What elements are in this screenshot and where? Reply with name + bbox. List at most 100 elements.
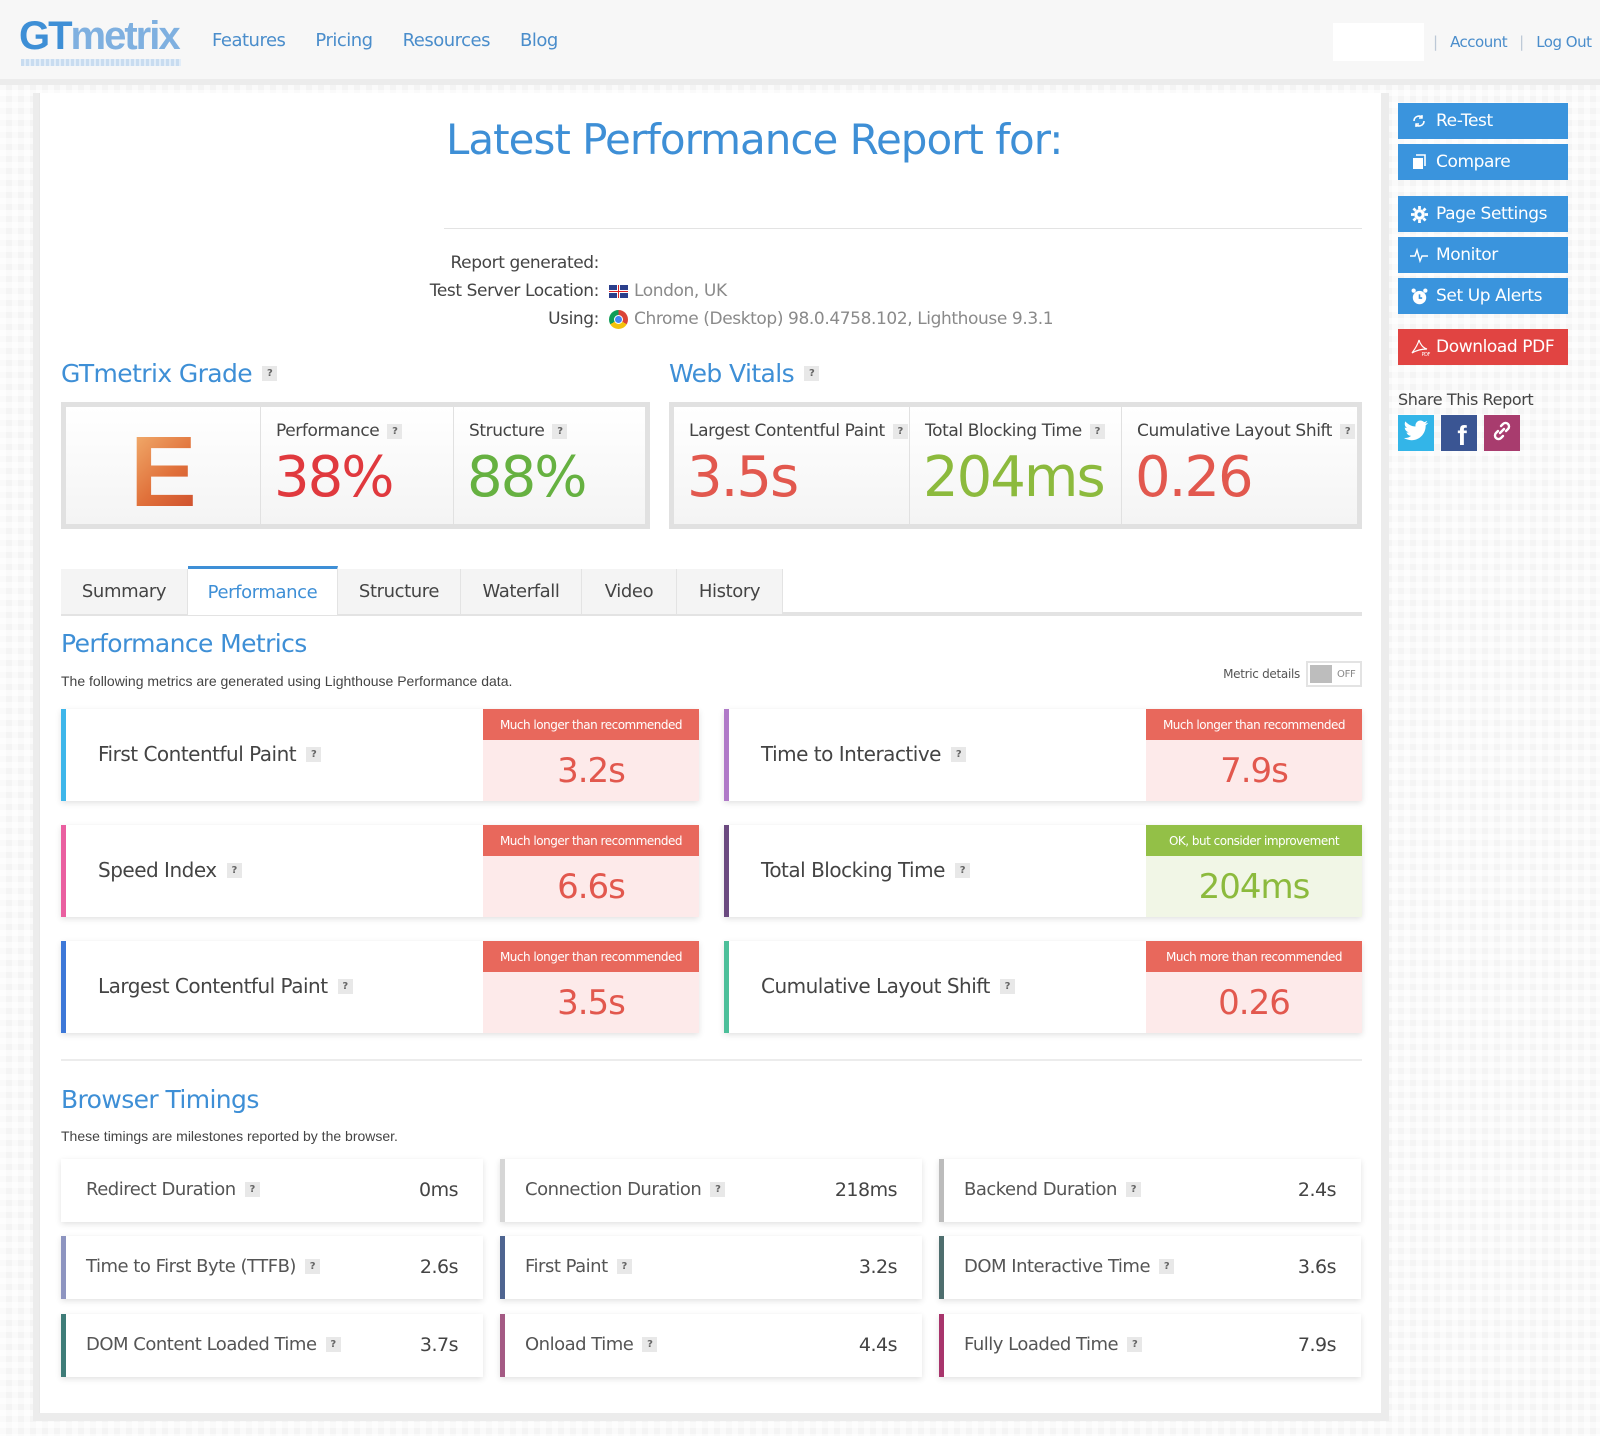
button-label: Page Settings: [1436, 204, 1548, 224]
metric-color-bar: [724, 941, 729, 1033]
help-icon[interactable]: ?: [387, 423, 403, 439]
help-icon[interactable]: ?: [1125, 1182, 1141, 1197]
tab-structure[interactable]: Structure: [338, 569, 461, 614]
timing-card: DOM Interactive Time? 3.6s: [939, 1236, 1361, 1299]
page-title: Latest Performance Report for:: [446, 115, 1063, 164]
tab-performance[interactable]: Performance: [188, 566, 338, 615]
compare-button[interactable]: Compare: [1398, 144, 1568, 180]
section-title: Web Vitals: [669, 359, 795, 388]
top-header: GTmetrix Features Pricing Resources Blog…: [0, 0, 1600, 85]
metric-value: 7.9s: [1146, 740, 1362, 801]
help-icon[interactable]: ?: [710, 1182, 726, 1197]
metric-grade: Much longer than recommended 7.9s: [1146, 709, 1362, 801]
help-icon[interactable]: ?: [304, 1259, 320, 1274]
metrics-description: The following metrics are generated usin…: [61, 673, 513, 689]
link-icon: [1490, 419, 1514, 447]
page-settings-button[interactable]: Page Settings: [1398, 196, 1568, 232]
help-icon[interactable]: ?: [244, 1182, 260, 1197]
download-pdf-button[interactable]: PDF Download PDF: [1398, 329, 1568, 365]
metric-details-toggle[interactable]: OFF: [1306, 661, 1362, 687]
user-name-box[interactable]: [1333, 23, 1424, 61]
timing-value: 2.6s: [419, 1256, 459, 1278]
meta-server-location: Test Server Location: London, UK: [361, 277, 1161, 305]
pulse-icon: [1410, 246, 1428, 264]
metric-grade: Much longer than recommended 6.6s: [483, 825, 699, 917]
help-icon[interactable]: ?: [642, 1337, 658, 1352]
help-icon[interactable]: ?: [804, 366, 820, 381]
meta-value: Chrome (Desktop) 98.0.4758.102, Lighthou…: [634, 309, 1054, 329]
help-icon[interactable]: ?: [1127, 1337, 1143, 1352]
structure-score: 88%: [467, 445, 587, 510]
timing-value: 7.9s: [1297, 1334, 1337, 1356]
panel-border-right: [1381, 93, 1389, 1413]
nav-blog[interactable]: Blog: [520, 30, 558, 51]
nav-pricing[interactable]: Pricing: [315, 30, 373, 51]
help-icon[interactable]: ?: [325, 1337, 341, 1352]
title-divider: [444, 228, 1362, 229]
help-icon[interactable]: ?: [306, 746, 322, 762]
refresh-icon: [1410, 112, 1428, 130]
vital-label: Cumulative Layout Shift: [1137, 421, 1333, 441]
twitter-icon: [1403, 420, 1429, 446]
metric-card: Time to Interactive? Much longer than rec…: [724, 709, 1362, 801]
help-icon[interactable]: ?: [337, 978, 353, 994]
metric-color-bar: [724, 709, 729, 801]
help-icon[interactable]: ?: [1159, 1259, 1175, 1274]
metric-value: 204ms: [1146, 856, 1362, 917]
tab-video[interactable]: Video: [582, 569, 677, 614]
meta-using: Using: Chrome (Desktop) 98.0.4758.102, L…: [361, 305, 1161, 333]
structure-label: Structure: [469, 421, 545, 441]
metric-color-bar: [61, 709, 66, 801]
tab-summary[interactable]: Summary: [61, 569, 188, 614]
separator: |: [1433, 33, 1439, 51]
nav-resources[interactable]: Resources: [402, 30, 491, 51]
timing-card: Connection Duration? 218ms: [500, 1159, 922, 1222]
set-up-alerts-button[interactable]: Set Up Alerts: [1398, 278, 1568, 314]
gtmetrix-logo[interactable]: GTmetrix: [19, 14, 183, 66]
metric-card: Cumulative Layout Shift? Much more than r…: [724, 941, 1362, 1033]
button-label: Compare: [1436, 152, 1511, 172]
performance-metrics-heading: Performance Metrics: [61, 629, 307, 658]
grade-letter: E: [130, 416, 197, 528]
button-label: Set Up Alerts: [1436, 286, 1543, 306]
metric-grade: Much more than recommended 0.26: [1146, 941, 1362, 1033]
share-facebook-button[interactable]: f: [1441, 415, 1477, 451]
help-icon[interactable]: ?: [999, 978, 1015, 994]
metric-status: Much more than recommended: [1146, 941, 1362, 972]
help-icon[interactable]: ?: [552, 423, 568, 439]
help-icon[interactable]: ?: [1089, 423, 1105, 439]
meta-label: Test Server Location:: [429, 281, 600, 301]
retest-button[interactable]: Re-Test: [1398, 103, 1568, 139]
metric-value: 0.26: [1146, 972, 1362, 1033]
timing-value: 0ms: [419, 1179, 459, 1201]
help-icon[interactable]: ?: [892, 423, 908, 439]
timing-color-bar: [500, 1159, 505, 1222]
help-icon[interactable]: ?: [226, 862, 242, 878]
help-icon[interactable]: ?: [616, 1259, 632, 1274]
button-label: Re-Test: [1436, 111, 1493, 131]
web-vitals-heading: Web Vitals ?: [669, 359, 820, 388]
meta-report-generated: Report generated:: [361, 249, 1161, 277]
monitor-button[interactable]: Monitor: [1398, 237, 1568, 273]
tab-waterfall[interactable]: Waterfall: [461, 569, 582, 614]
metric-card: Total Blocking Time? OK, but consider imp…: [724, 825, 1362, 917]
tab-history[interactable]: History: [677, 569, 783, 614]
logout-link[interactable]: Log Out: [1536, 33, 1592, 51]
performance-score: 38%: [274, 445, 394, 510]
nav-features[interactable]: Features: [212, 30, 286, 51]
timing-card: DOM Content Loaded Time? 3.7s: [61, 1314, 483, 1377]
account-link[interactable]: Account: [1450, 33, 1508, 51]
timing-color-bar: [61, 1236, 66, 1299]
pdf-icon: PDF: [1410, 338, 1430, 358]
share-twitter-button[interactable]: [1398, 415, 1434, 451]
logo-wordmark: GTmetrix: [19, 14, 181, 58]
metric-value: 3.2s: [483, 740, 699, 801]
help-icon[interactable]: ?: [1340, 423, 1356, 439]
help-icon[interactable]: ?: [954, 862, 970, 878]
performance-label: Performance: [276, 421, 380, 441]
share-link-button[interactable]: [1484, 415, 1520, 451]
vital-tbt: Total Blocking Time ? 204ms: [910, 407, 1122, 524]
help-icon[interactable]: ?: [262, 366, 278, 381]
timing-value: 3.7s: [419, 1334, 459, 1356]
help-icon[interactable]: ?: [950, 746, 966, 762]
